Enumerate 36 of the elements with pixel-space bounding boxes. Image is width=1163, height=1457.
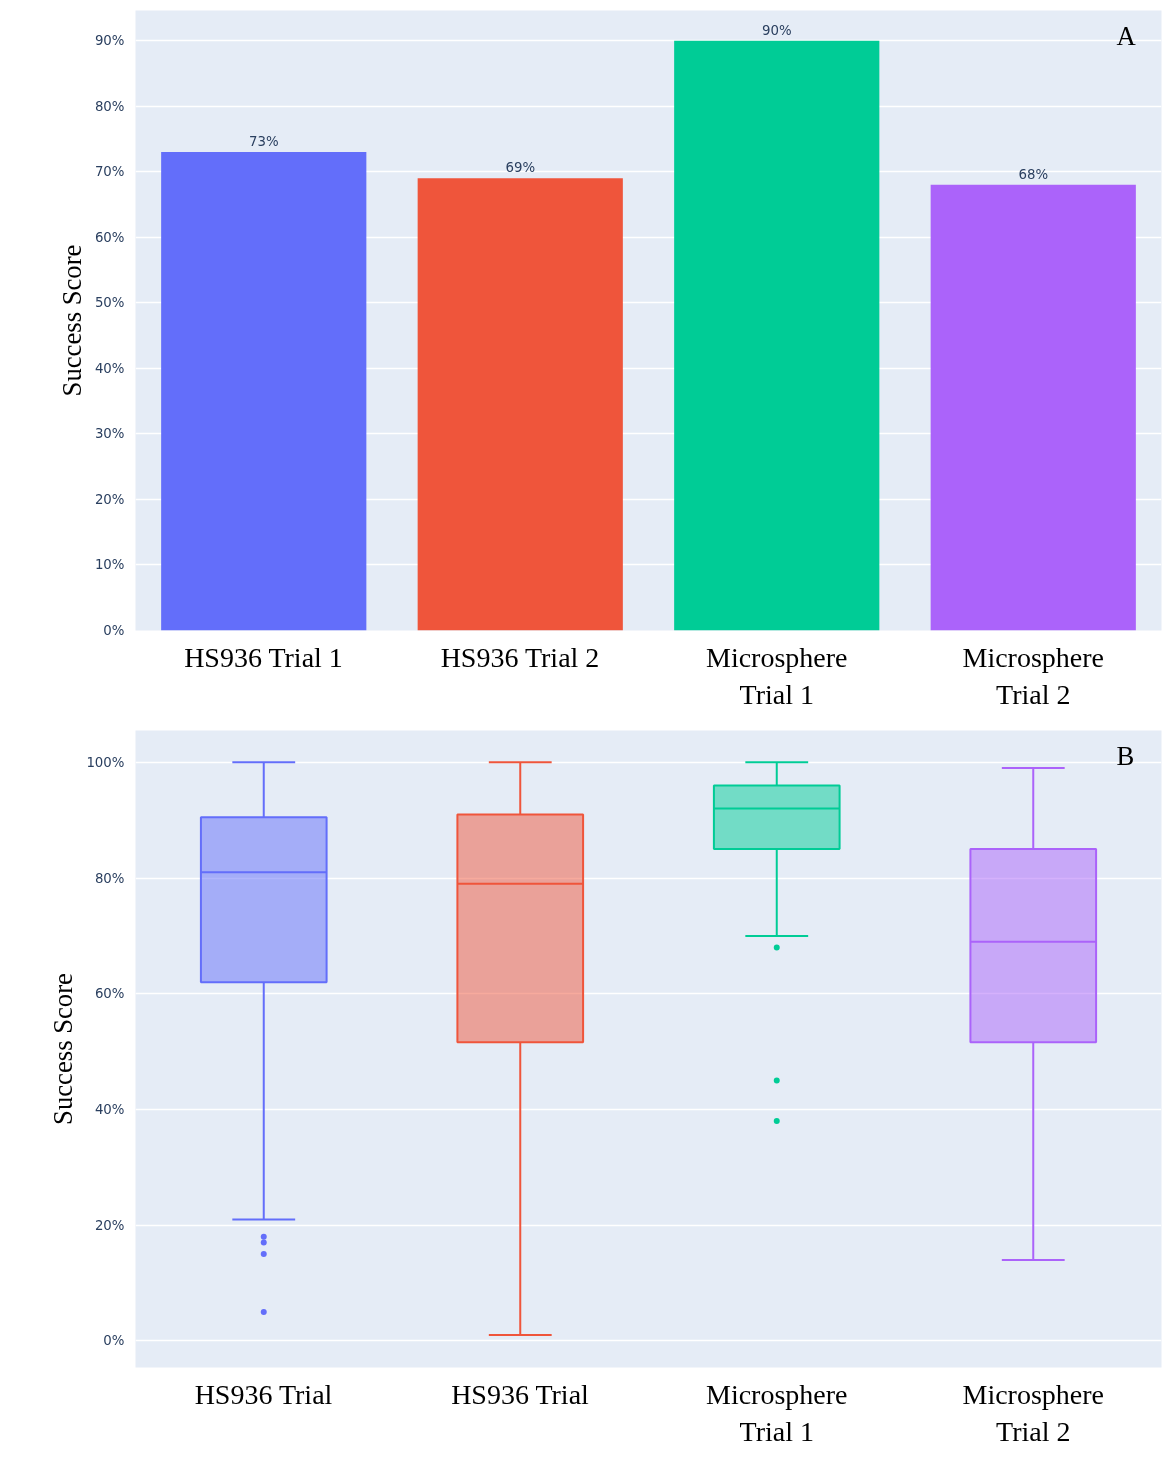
data-label: 90% <box>761 22 792 38</box>
bar <box>674 40 880 631</box>
y-axis-title: Success Score <box>56 244 87 397</box>
y-tick-label: 90% <box>94 33 125 49</box>
y-tick-label: 20% <box>94 1217 125 1233</box>
y-tick-label: 20% <box>94 491 125 507</box>
y-tick-label: 10% <box>94 557 125 573</box>
x-tick-label: HS936 Trial <box>194 1378 333 1410</box>
data-label: 73% <box>248 134 279 150</box>
data-label: 69% <box>505 160 536 176</box>
x-tick-label: HS936 Trial <box>451 1378 590 1410</box>
y-tick-label: 50% <box>94 295 125 311</box>
y-tick-label: 40% <box>94 1101 125 1117</box>
y-tick-label: 30% <box>94 426 125 442</box>
x-tick-label: Microsphere Trial 1 <box>706 1378 848 1447</box>
bar <box>930 184 1136 631</box>
y-tick-label: 40% <box>94 360 125 376</box>
x-tick-label: Microsphere Trial 2 <box>962 641 1105 710</box>
y-tick-label: 0% <box>103 623 125 638</box>
y-tick-label: 70% <box>94 164 125 180</box>
y-tick-label: 60% <box>94 986 125 1002</box>
bar <box>417 178 623 631</box>
y-tick-label: 80% <box>94 870 125 886</box>
x-tick-label: Microsphere Trial 1 <box>706 641 848 710</box>
data-label: 68% <box>1018 166 1049 182</box>
y-tick-label: 100% <box>86 754 125 770</box>
y-tick-label: 60% <box>94 229 125 245</box>
annotation: A <box>1116 20 1137 51</box>
y-axis-title: Success Score <box>48 973 79 1125</box>
y-tick-label: 80% <box>94 98 125 114</box>
bar <box>161 152 367 631</box>
y-tick-label: 0% <box>103 1333 125 1349</box>
x-tick-label: HS936 Trial 1 <box>184 641 343 673</box>
annotation: B <box>1116 740 1135 771</box>
x-tick-label: HS936 Trial 2 <box>440 641 600 673</box>
x-tick-label: Microsphere Trial 2 <box>962 1378 1105 1447</box>
